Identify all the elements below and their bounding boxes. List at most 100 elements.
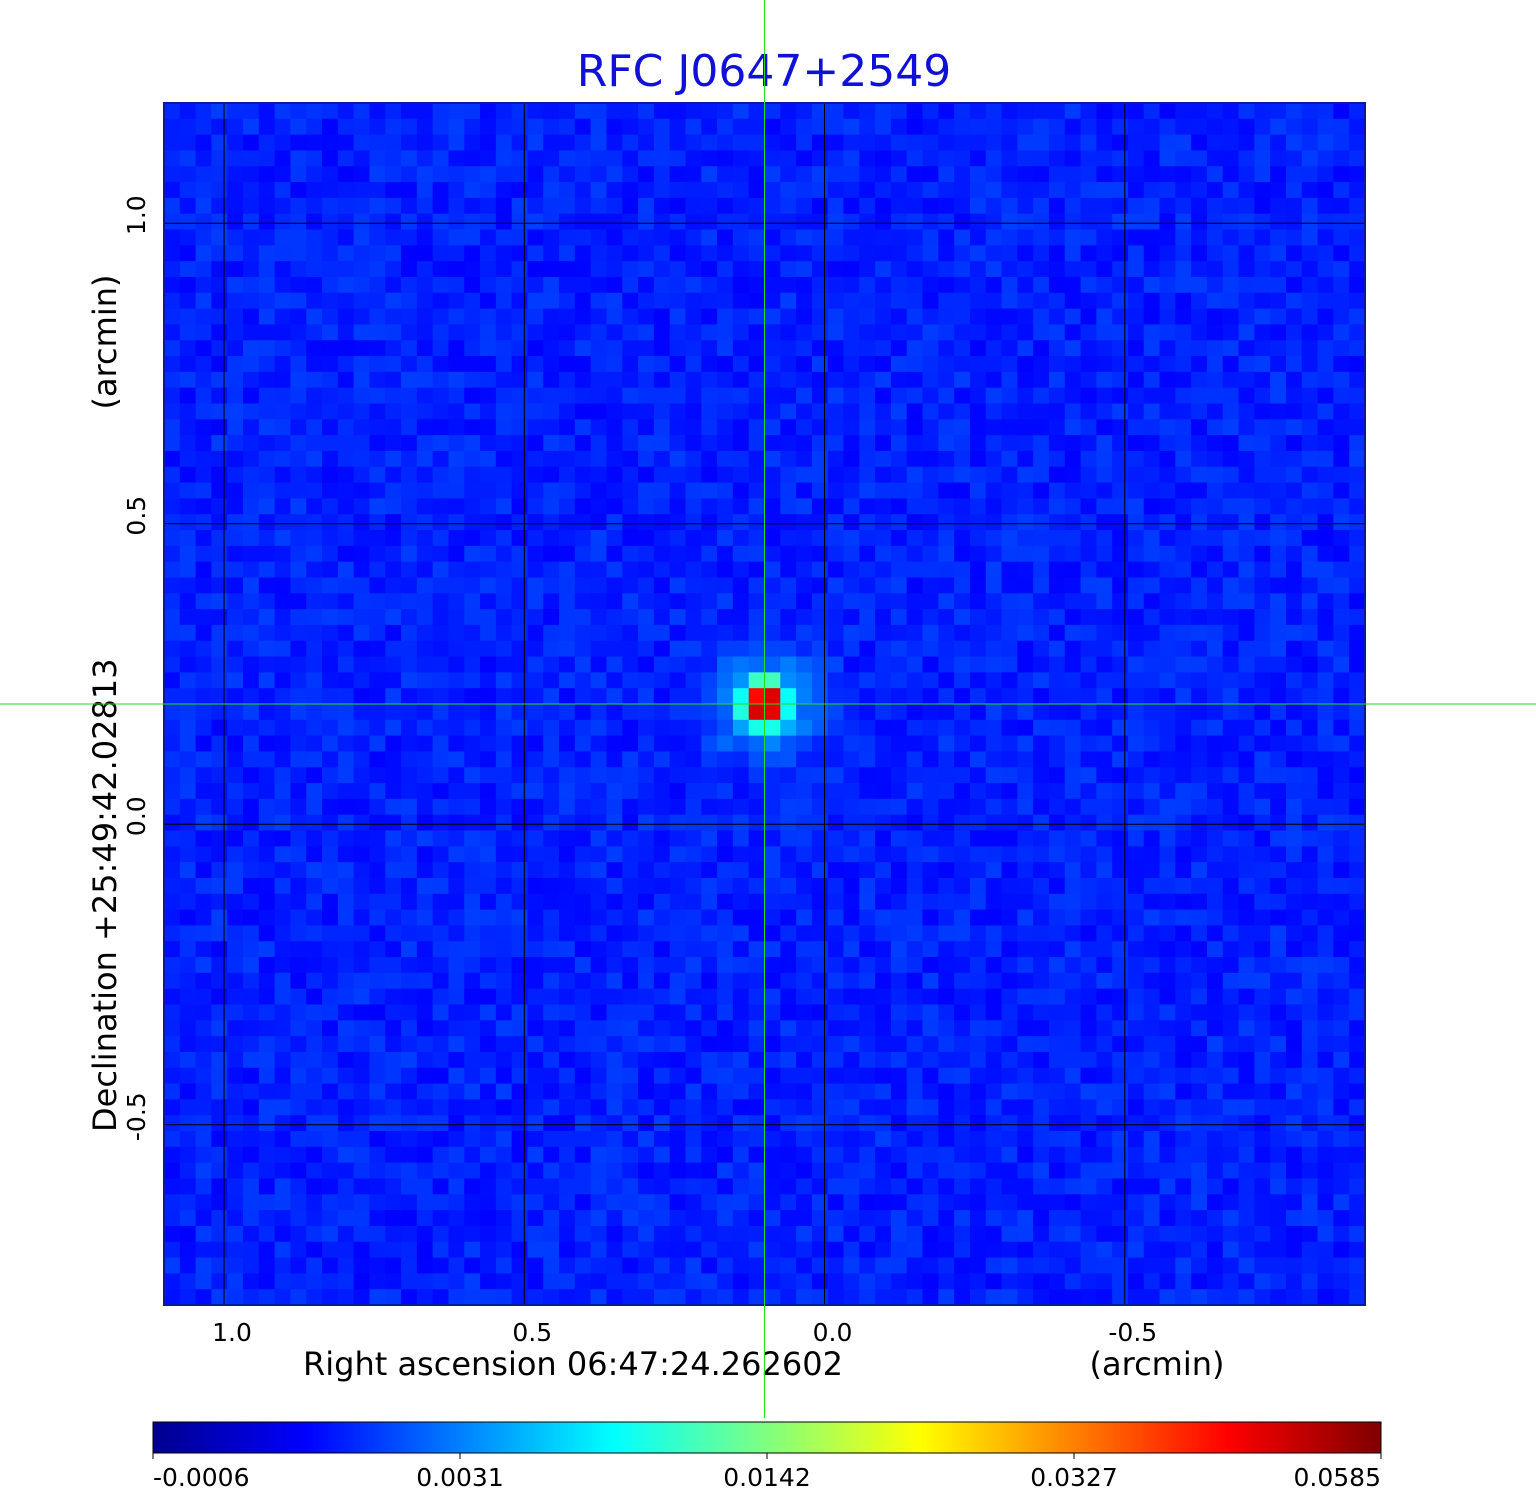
map-pixel: [1317, 103, 1334, 120]
map-pixel: [1349, 1115, 1366, 1132]
map-pixel: [448, 941, 465, 958]
map-pixel: [559, 593, 576, 610]
map-pixel: [511, 261, 529, 278]
map-pixel: [1033, 150, 1050, 167]
map-pixel: [290, 561, 307, 579]
map-pixel: [1159, 783, 1176, 800]
map-pixel: [1064, 387, 1082, 405]
map-pixel: [164, 498, 181, 515]
map-pixel: [1285, 261, 1303, 278]
map-pixel: [1080, 182, 1097, 199]
map-pixel: [622, 435, 639, 452]
map-pixel: [843, 134, 860, 152]
map-pixel: [764, 972, 781, 990]
map-pixel: [985, 197, 1003, 215]
map-pixel: [669, 308, 687, 326]
map-pixel: [1222, 292, 1240, 310]
map-pixel: [732, 957, 750, 974]
map-pixel: [1270, 276, 1287, 294]
map-pixel: [1127, 893, 1145, 911]
map-pixel: [606, 672, 623, 689]
map-pixel: [764, 134, 781, 152]
map-pixel: [606, 498, 623, 515]
map-pixel: [543, 229, 560, 246]
map-pixel: [1159, 877, 1176, 895]
map-pixel: [669, 371, 687, 389]
map-pixel: [1175, 1067, 1192, 1085]
map-pixel: [464, 292, 481, 310]
map-pixel: [1254, 1067, 1271, 1085]
map-pixel: [843, 466, 860, 484]
map-pixel: [685, 1020, 702, 1037]
map-pixel: [796, 814, 813, 832]
map-pixel: [1159, 719, 1176, 737]
map-pixel: [875, 1067, 892, 1085]
map-pixel: [258, 893, 276, 911]
map-pixel: [638, 1115, 655, 1132]
map-pixel: [1159, 735, 1176, 753]
map-pixel: [322, 482, 339, 499]
map-pixel: [685, 1004, 702, 1021]
map-pixel: [922, 640, 939, 658]
map-pixel: [685, 783, 702, 800]
map-pixel: [401, 1099, 418, 1116]
map-pixel: [748, 624, 766, 642]
map-pixel: [638, 1099, 655, 1116]
map-pixel: [764, 624, 781, 642]
map-pixel: [1112, 704, 1129, 721]
map-pixel: [353, 609, 371, 626]
map-pixel: [1222, 767, 1240, 784]
map-pixel: [511, 846, 529, 863]
map-pixel: [164, 640, 181, 658]
map-pixel: [574, 925, 592, 942]
map-pixel: [179, 403, 197, 420]
map-pixel: [574, 134, 592, 152]
map-pixel: [274, 925, 292, 942]
map-pixel: [1301, 624, 1319, 642]
map-pixel: [1349, 340, 1366, 357]
map-pixel: [401, 846, 418, 863]
map-pixel: [701, 751, 718, 768]
map-pixel: [732, 545, 750, 563]
map-pixel: [859, 1131, 876, 1148]
map-pixel: [1270, 1036, 1287, 1053]
map-pixel: [243, 1004, 260, 1021]
map-pixel: [1033, 577, 1050, 594]
map-pixel: [1191, 862, 1208, 879]
map-pixel: [480, 182, 497, 199]
map-pixel: [243, 371, 260, 389]
map-pixel: [1112, 514, 1129, 531]
map-pixel: [574, 103, 592, 120]
map-pixel: [195, 371, 213, 389]
map-pixel: [211, 387, 228, 405]
map-pixel: [732, 419, 750, 436]
map-pixel: [780, 767, 797, 784]
map-pixel: [1127, 688, 1145, 705]
map-pixel: [938, 403, 955, 420]
map-pixel: [495, 118, 513, 136]
map-pixel: [796, 403, 813, 420]
map-pixel: [1317, 435, 1334, 452]
map-pixel: [1017, 704, 1034, 721]
map-pixel: [890, 134, 908, 152]
map-pixel: [1080, 719, 1097, 737]
map-pixel: [701, 118, 718, 136]
map-pixel: [1001, 292, 1018, 310]
map-pixel: [606, 925, 623, 942]
map-pixel: [1175, 197, 1192, 215]
map-pixel: [954, 435, 971, 452]
map-pixel: [922, 387, 939, 405]
map-pixel: [653, 672, 671, 689]
map-pixel: [337, 1020, 355, 1037]
map-pixel: [590, 514, 608, 531]
map-pixel: [179, 514, 197, 531]
map-pixel: [1112, 1115, 1129, 1132]
map-pixel: [1317, 941, 1334, 958]
map-pixel: [1206, 482, 1224, 499]
map-pixel: [811, 182, 829, 199]
map-pixel: [1349, 324, 1366, 341]
map-pixel: [622, 1036, 639, 1053]
map-pixel: [432, 972, 450, 990]
map-pixel: [1048, 719, 1066, 737]
map-pixel: [274, 292, 292, 310]
